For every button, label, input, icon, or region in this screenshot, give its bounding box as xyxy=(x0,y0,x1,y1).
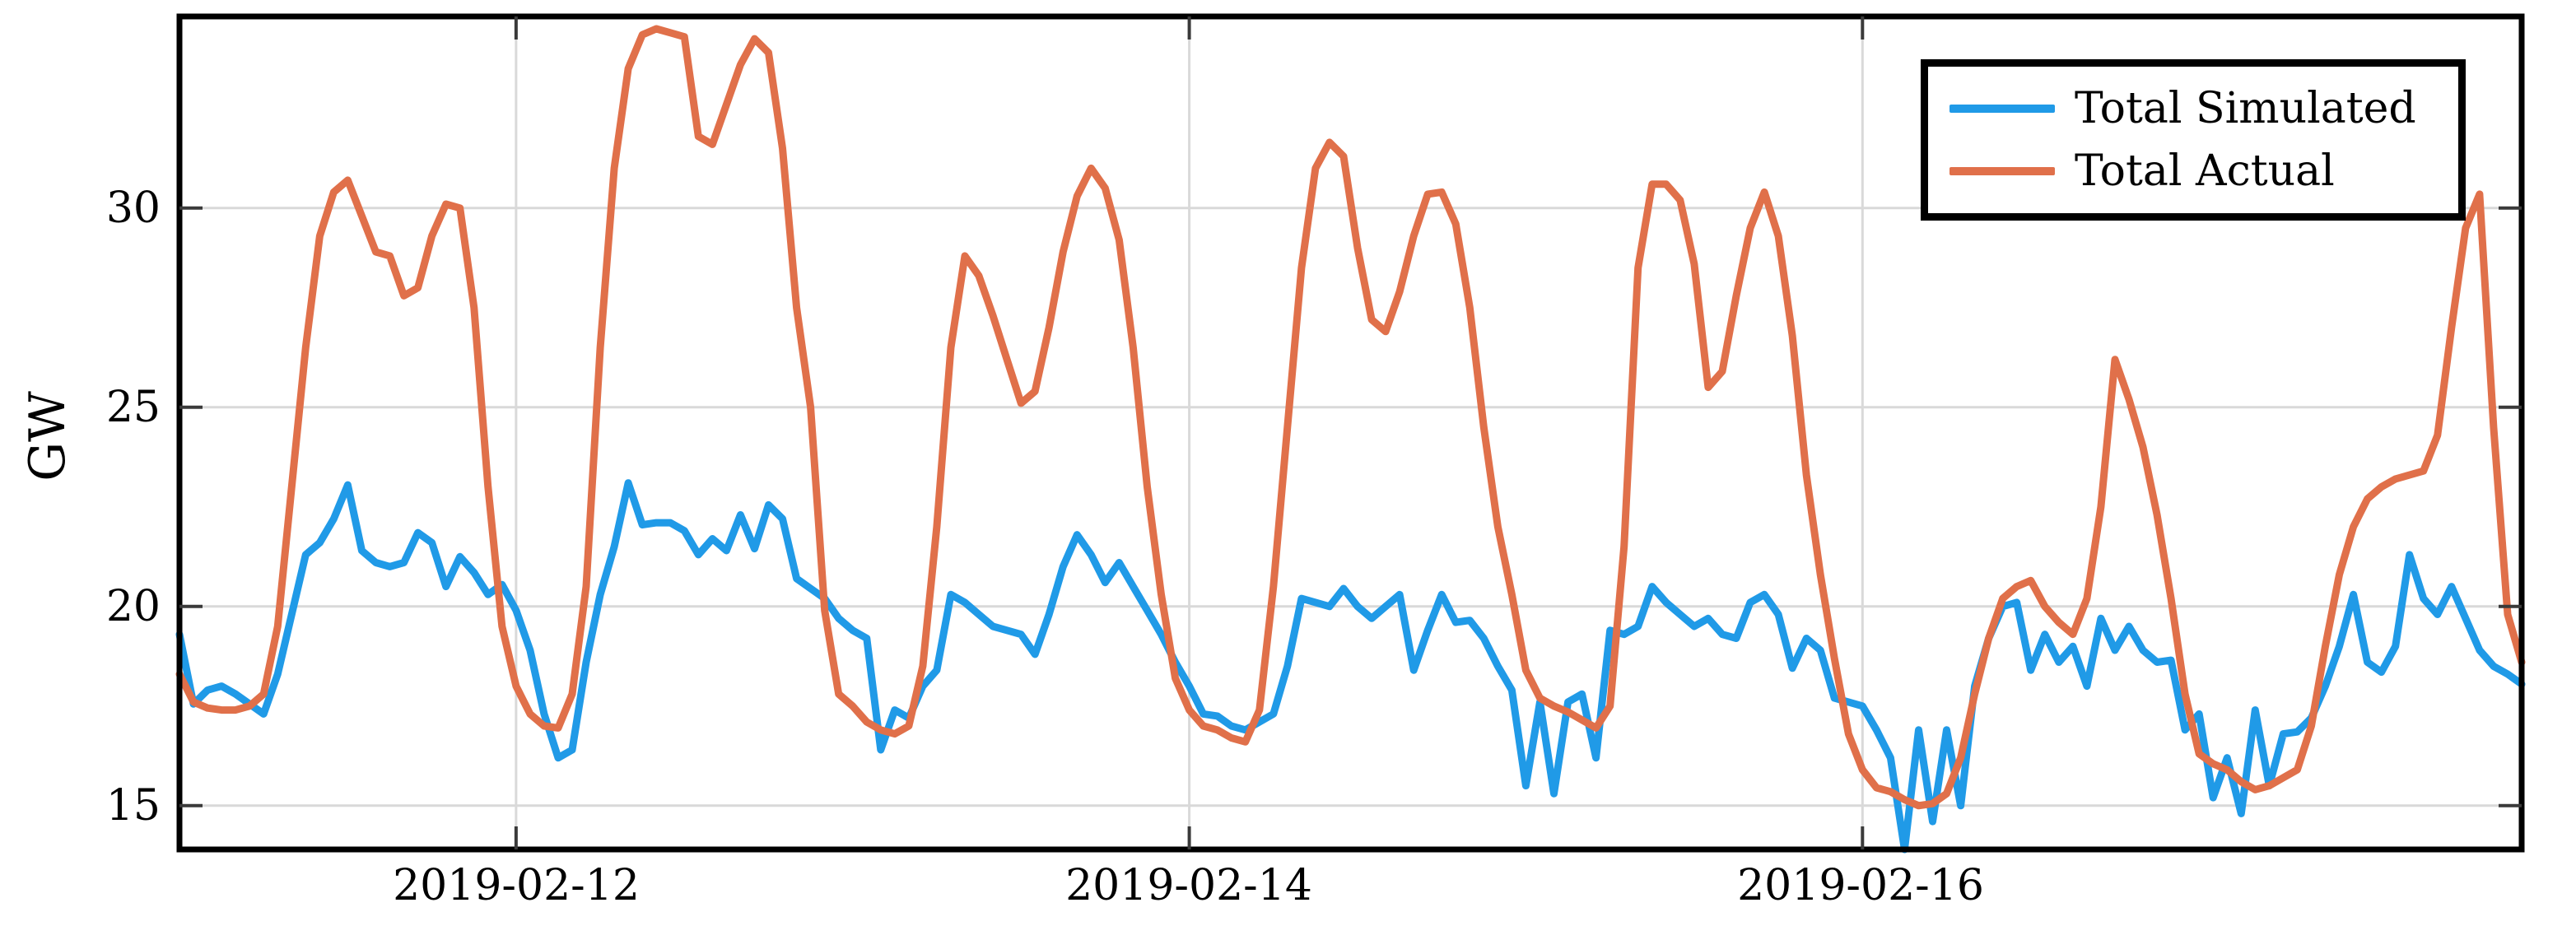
legend-box: Total Simulated Total Actual xyxy=(1921,59,2466,221)
tick-marks xyxy=(179,16,2522,849)
y-tick-30: 30 xyxy=(105,184,161,233)
y-tick-20: 20 xyxy=(105,582,161,631)
y-tick-25: 25 xyxy=(105,383,161,432)
data-series-lines xyxy=(175,25,2526,854)
plot-frame xyxy=(176,13,2525,853)
legend-item-actual: Total Actual xyxy=(1928,150,2458,193)
x-tick-2019-02-14: 2019-02-14 xyxy=(1065,861,1312,910)
legend-item-simulated: Total Simulated xyxy=(1928,87,2458,130)
x-tick-2019-02-16: 2019-02-16 xyxy=(1737,861,1984,910)
legend-label-simulated: Total Simulated xyxy=(2075,83,2416,133)
x-tick-2019-02-12: 2019-02-12 xyxy=(393,861,640,910)
legend-label-actual: Total Actual xyxy=(2075,147,2335,197)
actual-line-sample xyxy=(1949,167,2055,176)
y-tick-15: 15 xyxy=(105,781,161,831)
simulated-line-sample xyxy=(1949,104,2055,113)
